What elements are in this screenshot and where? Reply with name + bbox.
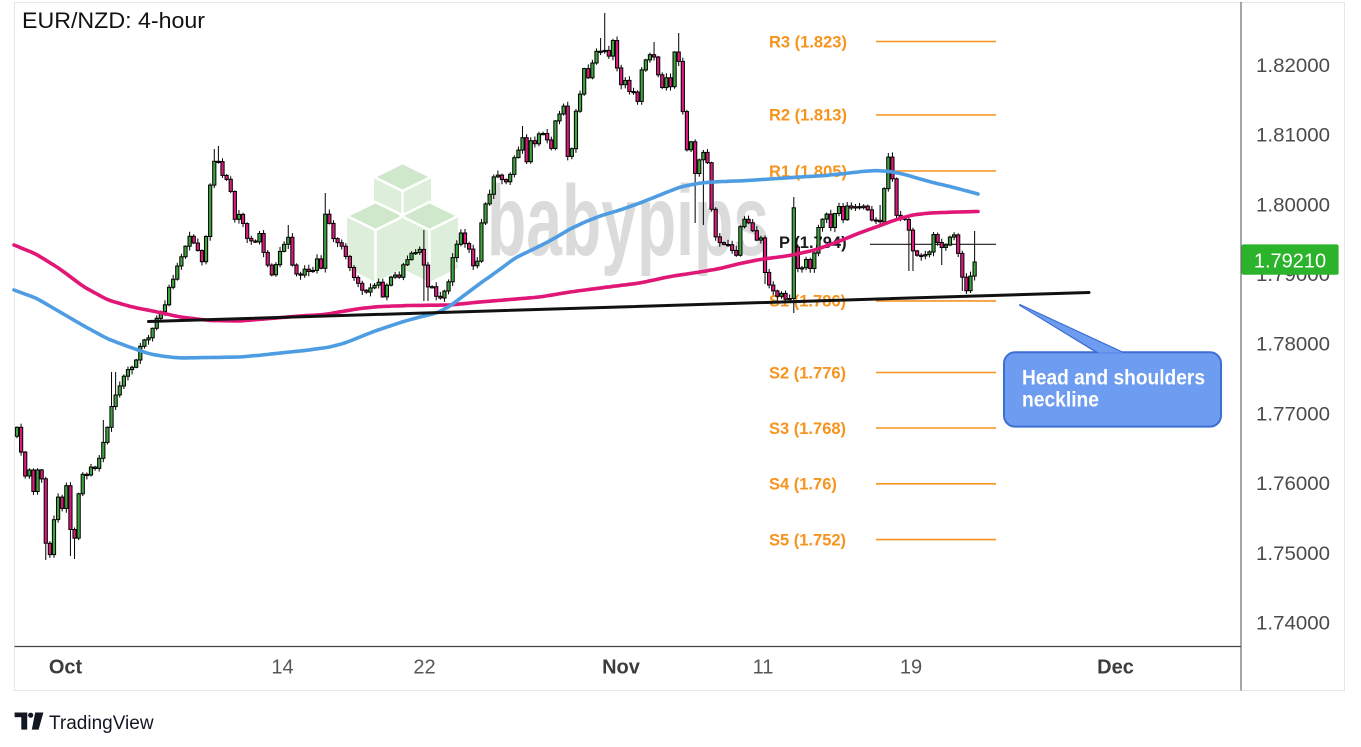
svg-text:1.80000: 1.80000 [1256, 195, 1330, 216]
svg-text:EUR/NZD: 4-hour: EUR/NZD: 4-hour [22, 8, 205, 33]
svg-text:14: 14 [271, 657, 293, 679]
svg-text:11: 11 [753, 657, 774, 679]
svg-text:1.76000: 1.76000 [1256, 474, 1330, 495]
svg-text:1.82000: 1.82000 [1256, 56, 1330, 77]
svg-text:22: 22 [413, 657, 435, 679]
svg-text:1.77000: 1.77000 [1256, 404, 1330, 425]
svg-text:1.78000: 1.78000 [1256, 335, 1330, 356]
svg-text:Head and shoulders: Head and shoulders [1022, 366, 1205, 390]
svg-text:S5 (1.752): S5 (1.752) [769, 532, 846, 550]
svg-text:1.79210: 1.79210 [1254, 250, 1326, 272]
svg-text:R3 (1.823): R3 (1.823) [769, 34, 847, 52]
svg-text:R2 (1.813): R2 (1.813) [769, 107, 847, 125]
svg-text:1.74000: 1.74000 [1256, 614, 1330, 635]
svg-text:neckline: neckline [1022, 388, 1099, 412]
svg-text:Nov: Nov [602, 657, 641, 679]
svg-text:Oct: Oct [49, 657, 83, 679]
svg-text:babypips: babypips [487, 165, 769, 277]
svg-text:S2 (1.776): S2 (1.776) [769, 365, 846, 383]
svg-text:19: 19 [900, 657, 922, 679]
svg-text:1.81000: 1.81000 [1256, 126, 1330, 147]
svg-text:TradingView: TradingView [49, 713, 154, 734]
svg-text:Dec: Dec [1097, 657, 1134, 679]
svg-text:S3 (1.768): S3 (1.768) [769, 420, 846, 438]
svg-text:S4 (1.76): S4 (1.76) [769, 476, 837, 494]
svg-text:1.75000: 1.75000 [1256, 544, 1330, 565]
